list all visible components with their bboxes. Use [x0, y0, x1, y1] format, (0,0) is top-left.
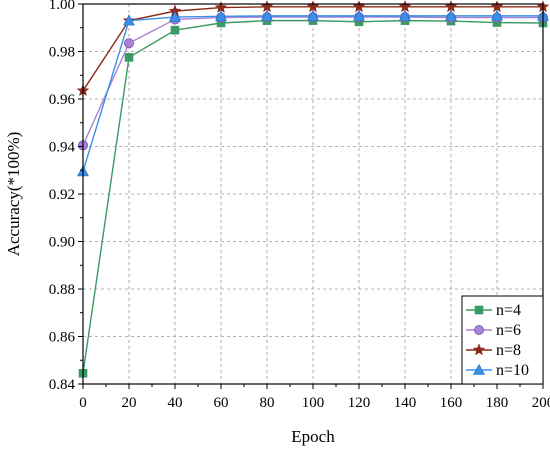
data-point: [124, 38, 135, 49]
legend-marker: [474, 305, 484, 315]
data-point: [214, 0, 228, 13]
legend-entry: n=8: [466, 342, 521, 359]
x-tick-label: 120: [348, 395, 371, 411]
y-tick-label: 0.94: [49, 140, 76, 156]
data-point: [124, 53, 134, 62]
legend-label: n=8: [496, 342, 521, 359]
legend-marker: [472, 343, 486, 356]
x-tick-label: 200: [532, 395, 550, 411]
y-tick-label: 0.86: [49, 330, 76, 346]
data-point: [168, 10, 182, 22]
data-point: [490, 9, 504, 21]
axis-ticks: 0 20 40 60 80 100 120 140 160 180 200 0.84 0.86 0.88 0…: [49, 0, 550, 411]
x-axis-title: Epoch: [291, 427, 335, 446]
y-tick-label: 0.90: [49, 235, 75, 251]
x-tick-label: 40: [168, 395, 183, 411]
x-tick-label: 100: [302, 395, 325, 411]
legend-label: n=4: [496, 302, 521, 319]
y-tick-label: 0.98: [49, 45, 75, 61]
data-point: [444, 0, 458, 13]
data-point: [260, 0, 274, 13]
legend-marker: [472, 363, 486, 375]
legend-label: n=10: [496, 362, 529, 379]
y-tick-label: 1.00: [49, 0, 75, 13]
series-layer: [76, 0, 550, 378]
data-point: [490, 0, 504, 13]
x-tick-label: 180: [486, 395, 509, 411]
legend-label: n=6: [496, 322, 521, 339]
x-tick-label: 160: [440, 395, 463, 411]
y-tick-label: 0.96: [49, 92, 76, 108]
x-tick-label: 60: [214, 395, 229, 411]
data-point: [352, 9, 366, 21]
data-point: [398, 9, 412, 21]
y-axis-title: Accuracy(*100%): [4, 132, 23, 257]
data-point: [398, 0, 412, 13]
x-tick-label: 80: [260, 395, 275, 411]
x-tick-label: 0: [79, 395, 87, 411]
data-point: [260, 9, 274, 21]
x-tick-label: 20: [122, 395, 137, 411]
data-point: [306, 9, 320, 21]
legend-entry: n=4: [466, 302, 521, 319]
series-n-6: [78, 12, 549, 151]
legend-marker: [473, 324, 484, 335]
legend-entry: n=10: [466, 362, 529, 379]
data-point: [444, 9, 458, 21]
legend: n=4 n=6 n=8 n=10: [461, 295, 544, 385]
data-point: [214, 10, 228, 22]
data-point: [122, 14, 136, 26]
y-tick-label: 0.88: [49, 282, 75, 298]
legend-entry: n=6: [466, 322, 521, 339]
data-point: [352, 0, 366, 13]
y-tick-label: 0.92: [49, 187, 75, 203]
y-tick-label: 0.84: [49, 377, 76, 393]
x-tick-label: 140: [394, 395, 417, 411]
data-point: [170, 25, 180, 35]
data-point: [306, 0, 320, 13]
